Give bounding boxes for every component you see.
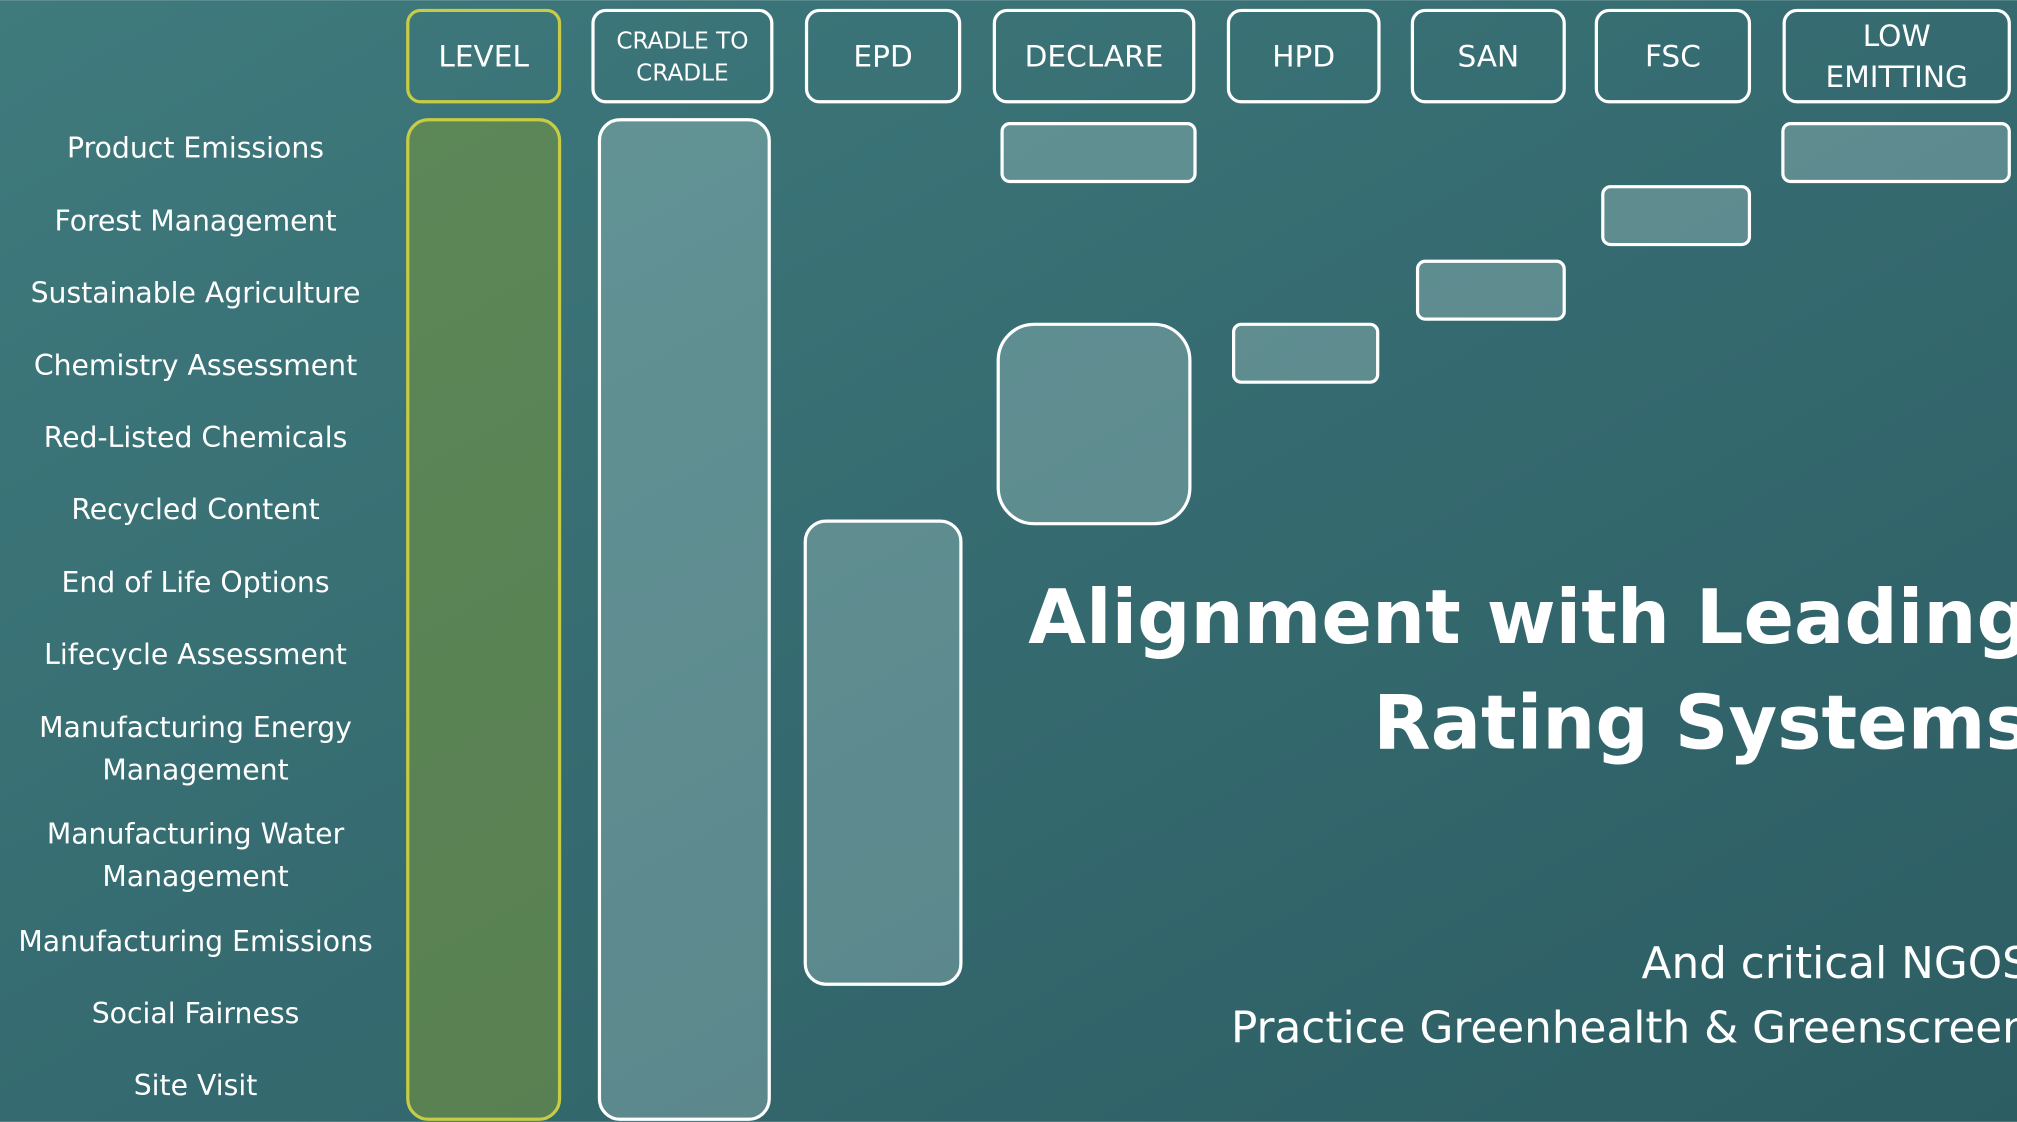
level-box (406, 118, 562, 1121)
header-box (992, 8, 1196, 104)
hpd-box (1232, 322, 1380, 384)
header-box (1226, 8, 1381, 104)
row-label: Manufacturing Energy (39, 711, 352, 744)
coverage-boxes (406, 118, 2011, 1121)
row-label: Red-Listed Chemicals (44, 421, 348, 454)
header-box (804, 8, 962, 104)
header-box (1594, 8, 1752, 104)
row-label: Site Visit (134, 1069, 258, 1102)
row-label: Product Emissions (67, 131, 324, 164)
header-label: CRADLE (636, 61, 728, 87)
epd-box (803, 519, 963, 986)
row-label: Social Fairness (92, 997, 300, 1030)
row-label: Forest Management (54, 205, 336, 238)
fsc-box (1601, 185, 1752, 247)
declare-box (1000, 122, 1197, 184)
c2c-box (597, 118, 771, 1121)
header-label: LEVEL (438, 40, 529, 74)
title: Rating Systems (1373, 680, 2017, 767)
header-label: FSC (1645, 40, 1701, 74)
header-label: CRADLE TO (616, 28, 748, 54)
subtitle: Practice Greenhealth & Greenscreen (1231, 1003, 2017, 1054)
row-label: Chemistry Assessment (34, 349, 357, 382)
row-label: Manufacturing Emissions (18, 925, 372, 958)
row-label: Management (102, 860, 288, 893)
header-label: EPD (853, 40, 912, 74)
declare-box (996, 322, 1192, 526)
header-label: DECLARE (1025, 40, 1164, 74)
header-box (1410, 8, 1566, 104)
row-label: Sustainable Agriculture (31, 277, 361, 310)
low-emitting-box (1781, 122, 2011, 184)
header-box (1782, 8, 2011, 104)
header-box (406, 8, 562, 104)
subtitle: And critical NGOS (1642, 938, 2017, 989)
row-label: Lifecycle Assessment (44, 638, 347, 671)
row-label: Recycled Content (71, 493, 319, 526)
header-label: SAN (1457, 40, 1519, 74)
header-label: EMITTING (1826, 60, 1968, 94)
header-label: LOW (1863, 19, 1931, 53)
row-label: Management (102, 753, 288, 786)
row-label: Manufacturing Water (47, 818, 345, 851)
header-label: HPD (1272, 40, 1335, 74)
title: Alignment with Leading (1028, 574, 2017, 661)
header-box (591, 8, 774, 104)
row-label: End of Life Options (61, 566, 329, 599)
san-box (1415, 259, 1566, 321)
